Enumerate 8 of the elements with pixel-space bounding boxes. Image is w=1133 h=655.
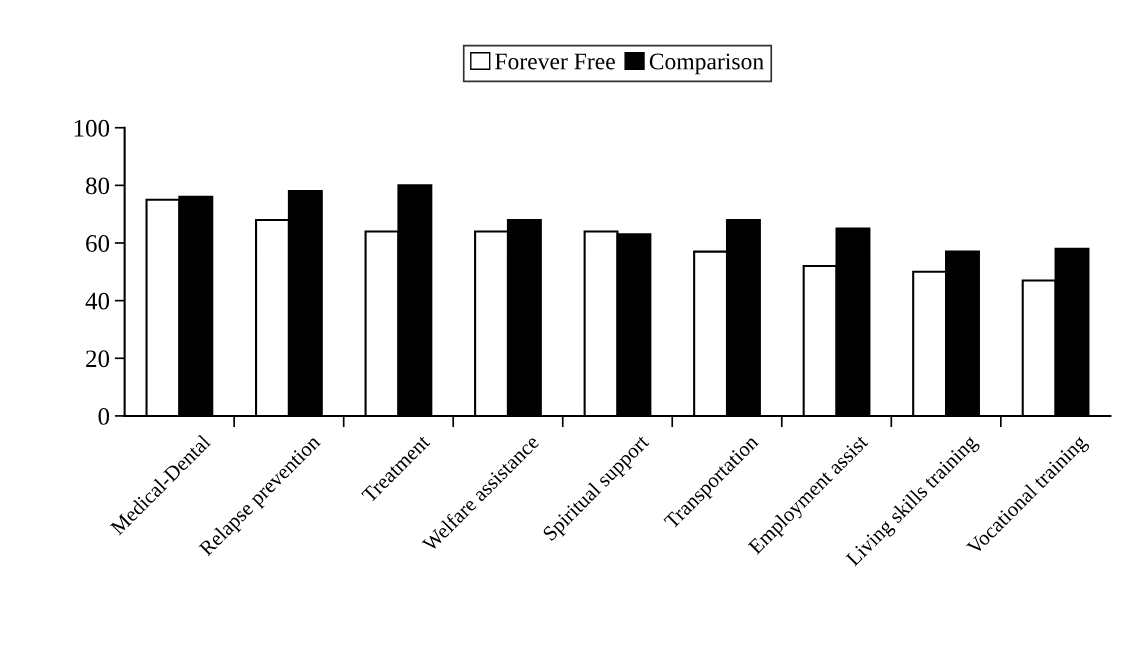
y-tick-label: 100 — [74, 119, 110, 137]
y-tick-label: 80 — [86, 177, 110, 195]
y-tick-label: 20 — [86, 350, 110, 368]
y-tick-label: 40 — [85, 292, 110, 310]
y-tick-label: 0 — [98, 407, 110, 425]
y-tick-label: 60 — [86, 235, 110, 252]
legend-label: Forever Free — [495, 53, 615, 70]
legend-label: Comparison — [649, 53, 764, 75]
